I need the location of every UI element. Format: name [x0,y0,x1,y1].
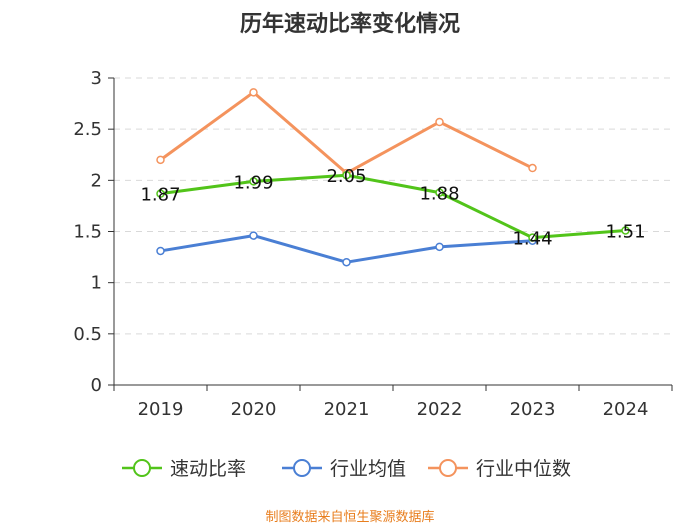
data-point[interactable] [528,163,537,173]
data-point[interactable] [249,231,258,240]
data-point[interactable] [342,170,351,180]
data-point[interactable] [342,257,351,267]
data-label: 1.51 [605,221,645,242]
series-line-3 [159,90,534,175]
data-point[interactable] [156,189,165,198]
x-tick-label: 2020 [231,399,277,420]
legend-marker [293,459,311,477]
data-point[interactable] [435,188,444,197]
data-point[interactable] [621,226,630,235]
data-label: 1.44 [512,229,552,250]
series-lines [156,88,630,267]
legend-marker [439,459,457,477]
data-point[interactable] [156,246,165,256]
legend-label: 行业均值 [330,458,406,480]
data-point[interactable] [249,88,258,97]
data-point[interactable] [156,155,165,165]
x-tick-label: 2022 [417,399,463,420]
x-tick-label: 2023 [510,399,556,420]
data-labels: 1.87 1.99 2.05 1.88 1.44 1.51 [140,166,645,249]
data-point[interactable] [249,177,258,186]
legend[interactable]: 速动比率 行业均值 行业中位数 [122,458,571,480]
legend-label: 行业中位数 [476,458,571,480]
y-tick-label: 1.5 [73,222,102,243]
data-point[interactable] [435,242,444,252]
y-tick-label: 2 [91,170,102,191]
data-label: 1.88 [419,184,459,205]
legend-label: 速动比率 [170,458,246,480]
x-tick-label: 2021 [324,399,370,420]
chart-title: 历年速动比率变化情况 [239,12,460,37]
x-tick-label: 2019 [138,399,184,420]
y-tick-label: 1 [91,273,102,294]
y-tick-label: 3 [91,68,102,89]
y-tick-label: 2.5 [73,119,102,140]
data-point[interactable] [435,117,444,127]
source-note: 制图数据来自恒生聚源数据库 [265,510,435,525]
data-label: 1.87 [140,185,180,206]
legend-item-1[interactable]: 速动比率 [122,458,246,480]
legend-item-3[interactable]: 行业中位数 [428,458,571,480]
data-label: 1.99 [233,172,273,193]
data-label: 2.05 [326,166,366,187]
data-point[interactable] [528,233,537,242]
axes: 0 0.5 1 1.5 2 2.5 3 2019 2020 2021 2022 2023 2024 [73,68,673,420]
legend-marker [133,459,151,477]
y-tick-label: 0.5 [73,324,102,345]
grid-lines [114,77,672,335]
legend-item-2[interactable]: 行业均值 [282,458,406,480]
x-tick-label: 2024 [603,399,649,420]
y-tick-label: 0 [91,375,102,396]
series-line-1 [160,173,626,240]
